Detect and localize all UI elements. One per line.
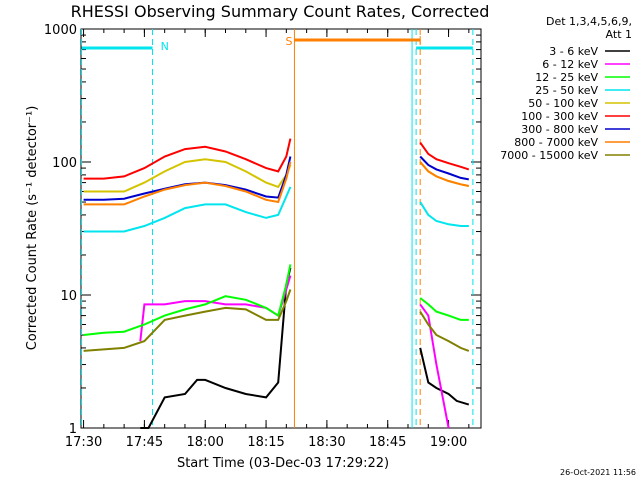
series-line-0-segment-a bbox=[140, 267, 292, 429]
x-tick-label: 18:45 bbox=[369, 435, 406, 450]
y-tick-label: 1 bbox=[69, 422, 77, 437]
x-tick-label: 19:00 bbox=[430, 435, 467, 450]
series-line-8-segment-b bbox=[419, 311, 470, 352]
saa-marker-label: S bbox=[285, 35, 292, 48]
x-tick-label: 17:45 bbox=[126, 435, 163, 450]
x-tick-label: 17:30 bbox=[65, 435, 102, 450]
legend-entry-label: 800 - 7000 keV bbox=[514, 136, 598, 149]
y-tick-label: 100 bbox=[52, 156, 77, 171]
legend-title: Det 1,3,4,5,6,9, bbox=[546, 15, 632, 28]
series-line-7-segment-b bbox=[419, 161, 470, 187]
series-line-3-segment-a bbox=[83, 186, 292, 233]
x-tick-label: 18:30 bbox=[308, 435, 345, 450]
legend-entry-label: 7000 - 15000 keV bbox=[500, 149, 598, 162]
x-tick-label: 18:15 bbox=[247, 435, 284, 450]
legend-entry-label: 6 - 12 keV bbox=[542, 58, 598, 71]
legend-subtitle: Att 1 bbox=[606, 28, 632, 41]
series-line-6-segment-b bbox=[419, 155, 469, 181]
legend-entry-label: 300 - 800 keV bbox=[521, 123, 598, 136]
series-line-7-segment-a bbox=[83, 161, 292, 206]
legend-entry-label: 25 - 50 keV bbox=[535, 84, 598, 97]
series-line-4-segment-a bbox=[83, 158, 292, 193]
chart-title: RHESSI Observing Summary Count Rates, Co… bbox=[71, 2, 490, 21]
series-line-0-segment-b bbox=[419, 347, 470, 406]
legend-entry-label: 100 - 300 keV bbox=[521, 110, 598, 123]
series-line-1-segment-b bbox=[419, 303, 450, 429]
timestamp: 26-Oct-2021 11:56 bbox=[560, 468, 636, 477]
plot-area: 1 10 100 1000 17:30 17:45 18:00 18:15 18:30 18:45… bbox=[44, 23, 482, 450]
night-marker-label: N bbox=[161, 40, 169, 53]
series-line-5-segment-b bbox=[419, 142, 470, 171]
series-line-2-segment-b bbox=[419, 297, 469, 321]
plot-frame bbox=[80, 28, 482, 429]
legend-entry-label: 12 - 25 keV bbox=[535, 71, 598, 84]
y-axis-label: Corrected Count Rate (s⁻¹ detector⁻¹) bbox=[25, 106, 40, 351]
legend-entry-label: 50 - 100 keV bbox=[528, 97, 598, 110]
series-line-8-segment-a bbox=[83, 289, 292, 352]
y-tick-label: 10 bbox=[60, 289, 77, 304]
series-line-4-segment-b bbox=[419, 161, 470, 187]
legend-entry-label: 3 - 6 keV bbox=[549, 45, 598, 58]
series-line-3-segment-b bbox=[419, 201, 469, 227]
series-line-5-segment-a bbox=[83, 138, 292, 180]
x-axis-label: Start Time (03-Dec-03 17:29:22) bbox=[177, 456, 389, 471]
series-line-2-segment-a bbox=[83, 264, 292, 336]
y-tick-label: 1000 bbox=[44, 23, 77, 38]
x-tick-label: 18:00 bbox=[186, 435, 223, 450]
